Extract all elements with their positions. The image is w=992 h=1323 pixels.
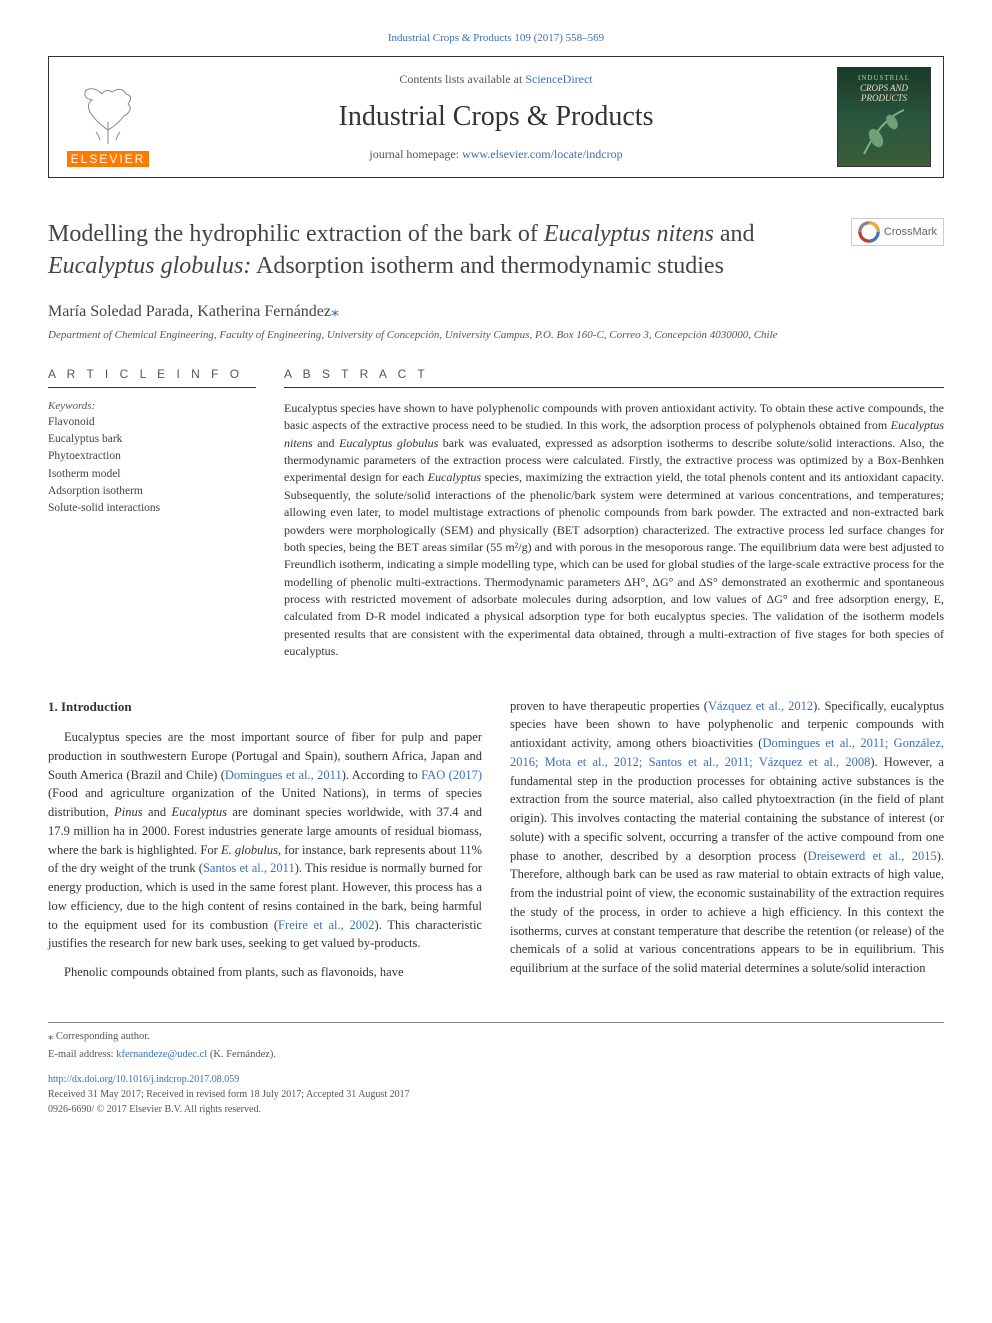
elsevier-tree-icon: [72, 82, 144, 148]
abstract-text: Eucalyptus species have shown to have po…: [284, 400, 944, 661]
affiliation: Department of Chemical Engineering, Facu…: [48, 329, 944, 341]
title-italic-1: Eucalyptus nitens: [544, 221, 714, 247]
text: and: [143, 805, 172, 819]
page-footer: ⁎ Corresponding author. E-mail address: …: [48, 1022, 944, 1118]
keyword-item: Flavonoid: [48, 414, 256, 431]
title-italic-2: Eucalyptus globulus:: [48, 253, 251, 279]
keyword-item: Isotherm model: [48, 466, 256, 483]
cover-top-text: INDUSTRIAL: [858, 74, 910, 82]
contents-prefix: Contents lists available at: [399, 72, 525, 86]
cover-title-text: CROPS AND PRODUCTS: [838, 84, 930, 104]
crossmark-badge[interactable]: CrossMark: [851, 218, 944, 246]
author-email-link[interactable]: kfernandeze@udec.cl: [116, 1049, 207, 1060]
sciencedirect-link[interactable]: ScienceDirect: [525, 72, 592, 86]
journal-homepage-line: journal homepage: www.elsevier.com/locat…: [155, 147, 837, 162]
article-title: Modelling the hydrophilic extraction of …: [48, 218, 839, 283]
text: ). Therefore, although bark can be used …: [510, 849, 944, 976]
abs-t1: Eucalyptus species have shown to have po…: [284, 401, 944, 432]
top-citation: Industrial Crops & Products 109 (2017) 5…: [48, 32, 944, 44]
abstract-heading: A B S T R A C T: [284, 367, 944, 388]
crossmark-icon: [858, 221, 880, 243]
received-dates: Received 31 May 2017; Received in revise…: [48, 1087, 944, 1102]
body-column-left: 1. Introduction Eucalyptus species are t…: [48, 697, 482, 992]
email-name: (K. Fernández).: [207, 1049, 276, 1060]
text: proven to have therapeutic properties (: [510, 699, 708, 713]
copyright-line: 0926-6690/ © 2017 Elsevier B.V. All righ…: [48, 1102, 944, 1117]
abs-i3: Eucalyptus: [428, 470, 481, 484]
journal-homepage-link[interactable]: www.elsevier.com/locate/indcrop: [462, 147, 623, 161]
citation-link[interactable]: Domingues et al., 2011: [225, 768, 342, 782]
homepage-prefix: journal homepage:: [369, 147, 462, 161]
citation-link[interactable]: Freire et al., 2002: [278, 918, 375, 932]
citation-link[interactable]: FAO (2017): [421, 768, 482, 782]
email-line: E-mail address: kfernandeze@udec.cl (K. …: [48, 1047, 944, 1063]
abs-i2: Eucalyptus globulus: [339, 436, 438, 450]
email-label: E-mail address:: [48, 1049, 116, 1060]
elsevier-logo: ELSEVIER: [61, 67, 155, 167]
corresponding-author-note: ⁎ Corresponding author.: [48, 1029, 944, 1045]
citation-link[interactable]: Santos et al., 2011: [203, 861, 295, 875]
keywords-list: Flavonoid Eucalyptus bark Phytoextractio…: [48, 414, 256, 518]
journal-cover: INDUSTRIAL CROPS AND PRODUCTS: [837, 67, 931, 167]
keyword-item: Eucalyptus bark: [48, 431, 256, 448]
author-1: María Soledad Parada: [48, 303, 189, 320]
species-italic: E. globulus: [221, 843, 278, 857]
author-2: Katherina Fernández: [197, 303, 331, 320]
text: ). According to: [342, 768, 421, 782]
doi-link[interactable]: http://dx.doi.org/10.1016/j.indcrop.2017…: [48, 1074, 239, 1085]
genus-italic: Pinus: [114, 805, 142, 819]
abs-t4: species, maximizing the extraction yield…: [284, 470, 944, 658]
keyword-item: Solute-solid interactions: [48, 500, 256, 517]
intro-paragraph-1: Eucalyptus species are the most importan…: [48, 728, 482, 953]
contents-available-line: Contents lists available at ScienceDirec…: [155, 72, 837, 87]
body-column-right: proven to have therapeutic properties (V…: [510, 697, 944, 992]
article-info-heading: A R T I C L E I N F O: [48, 367, 256, 388]
author-list: María Soledad Parada, Katherina Fernánde…: [48, 301, 944, 321]
citation-link[interactable]: Vázquez et al., 2012: [708, 699, 813, 713]
intro-paragraph-cont: proven to have therapeutic properties (V…: [510, 697, 944, 978]
abs-t2: and: [313, 436, 339, 450]
keyword-item: Phytoextraction: [48, 448, 256, 465]
text: ). However, a fundamental step in the pr…: [510, 755, 944, 863]
journal-header: ELSEVIER Contents lists available at Sci…: [48, 56, 944, 178]
title-part-1: Modelling the hydrophilic extraction of …: [48, 221, 544, 247]
keyword-item: Adsorption isotherm: [48, 483, 256, 500]
title-part-3: Adsorption isotherm and thermodynamic st…: [251, 253, 724, 279]
crossmark-label: CrossMark: [884, 226, 937, 238]
elsevier-wordmark: ELSEVIER: [67, 151, 150, 167]
citation-link[interactable]: Dreisewerd et al., 2015: [808, 849, 937, 863]
corresponding-mark[interactable]: ⁎: [331, 303, 339, 320]
journal-title: Industrial Crops & Products: [155, 101, 837, 133]
intro-heading: 1. Introduction: [48, 697, 482, 717]
cover-art-icon: [854, 104, 914, 160]
title-part-2: and: [714, 221, 755, 247]
intro-paragraph-2: Phenolic compounds obtained from plants,…: [48, 963, 482, 982]
keywords-label: Keywords:: [48, 400, 256, 412]
genus-italic: Eucalyptus: [171, 805, 227, 819]
